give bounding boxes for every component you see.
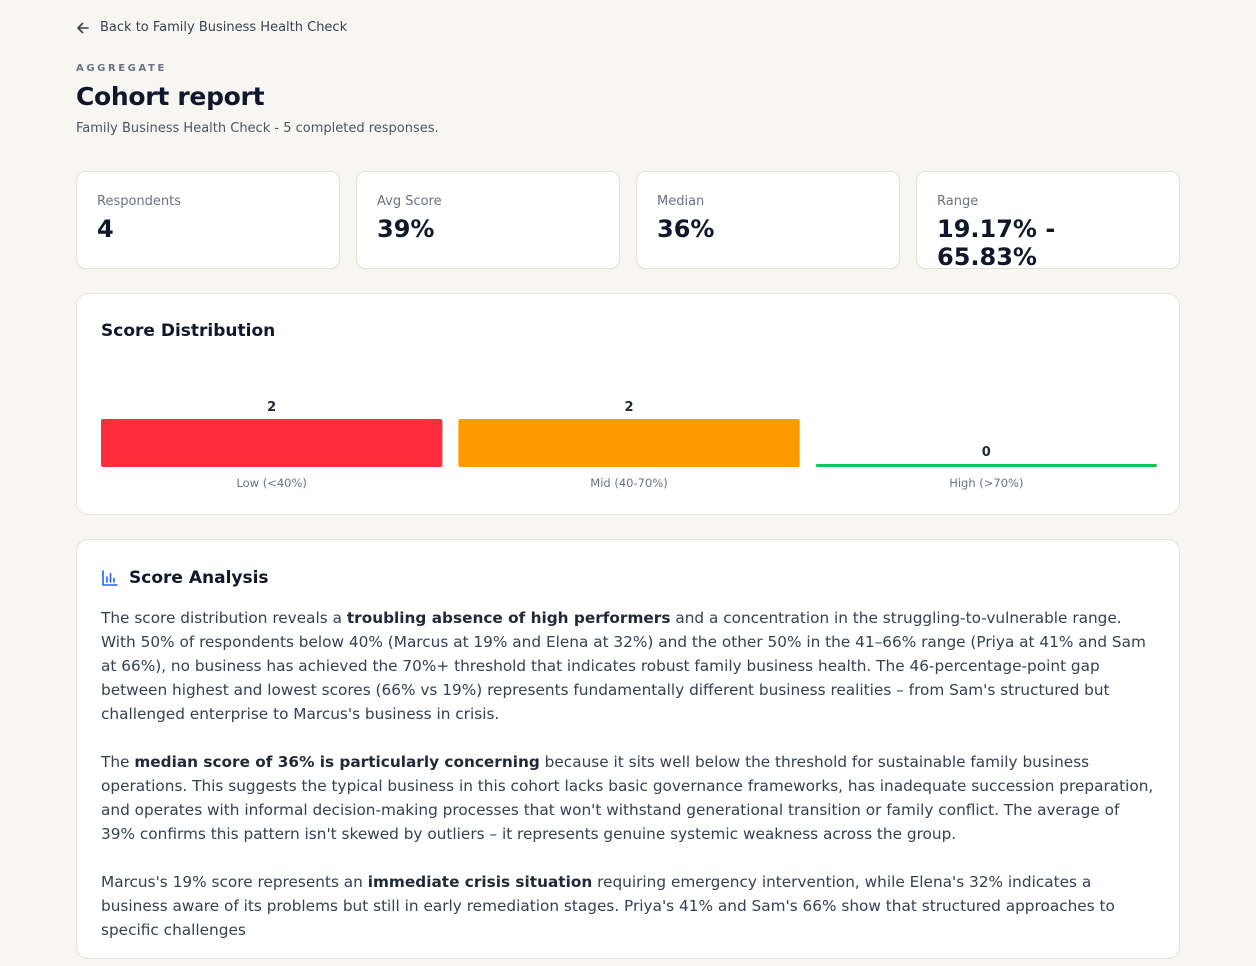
stat-card-median: Median 36% [636, 171, 900, 269]
stat-card-avg-score: Avg Score 39% [356, 171, 620, 269]
bar-category-label: Low (<40%) [236, 476, 306, 490]
stat-label: Median [657, 194, 705, 209]
score-analysis-body: The score distribution reveals a troubli… [101, 606, 1157, 966]
bar-value-label: 2 [624, 400, 633, 415]
analysis-paragraph: The score distribution reveals a troubli… [101, 606, 1157, 726]
stat-label: Range [937, 194, 979, 209]
bar-0 [101, 419, 443, 467]
analysis-paragraph: Marcus's 19% score represents an immedia… [101, 870, 1157, 942]
analysis-highlight: immediate crisis situation [367, 873, 593, 891]
bar-1 [458, 419, 800, 467]
stat-value: 4 [97, 215, 114, 243]
bar-2 [815, 464, 1157, 467]
bar-value-label: 2 [267, 400, 276, 415]
analysis-text: Marcus's 19% score represents an [101, 873, 368, 891]
analysis-text: because it sits well below the threshold… [101, 753, 1154, 843]
analysis-text: and a concentration in the struggling-to… [101, 609, 1146, 723]
bar-value-label: 0 [982, 445, 991, 460]
page-subtitle: Family Business Health Check - 5 complet… [76, 121, 439, 136]
stat-card-respondents: Respondents 4 [76, 171, 340, 269]
score-analysis-title: Score Analysis [129, 568, 269, 588]
bar-category-label: High (>70%) [949, 476, 1023, 490]
stat-value: 19.17% - 65.83% [937, 215, 1056, 271]
analysis-highlight: troubling absence of high performers [346, 609, 671, 627]
score-distribution-title: Score Distribution [101, 321, 276, 341]
back-link-label: Back to Family Business Health Check [100, 20, 348, 35]
stat-value: 36% [657, 215, 715, 243]
arrow-left-icon [77, 22, 89, 33]
score-analysis-header: Score Analysis [101, 568, 269, 588]
page-title: Cohort report [76, 82, 265, 111]
back-link[interactable]: Back to Family Business Health Check [76, 20, 347, 35]
stat-label: Avg Score [377, 194, 442, 209]
stats-row: Respondents 4 Avg Score 39% Median 36% R… [76, 171, 1180, 271]
stat-value: 39% [377, 215, 435, 243]
analysis-highlight: median score of 36% is particularly conc… [134, 753, 540, 771]
analysis-text: The score distribution reveals a [101, 609, 347, 627]
bar-category-label: Mid (40-70%) [590, 476, 667, 490]
score-distribution-chart: 2 Low (<40%) 2 Mid (40-70%) 0 High (>70%) [101, 400, 1157, 490]
bar-chart-icon [102, 570, 118, 586]
page-eyebrow: AGGREGATE [76, 63, 167, 74]
stat-label: Respondents [97, 194, 182, 209]
analysis-text: The [101, 753, 135, 771]
score-distribution-card: Score Distribution 2 Low (<40%) 2 Mid (40-7… [76, 293, 1180, 515]
stat-card-range: Range 19.17% - 65.83% [916, 171, 1180, 271]
score-analysis-card: Score Analysis The score distribution re… [76, 539, 1180, 959]
analysis-paragraph: The median score of 36% is particularly … [101, 750, 1157, 846]
